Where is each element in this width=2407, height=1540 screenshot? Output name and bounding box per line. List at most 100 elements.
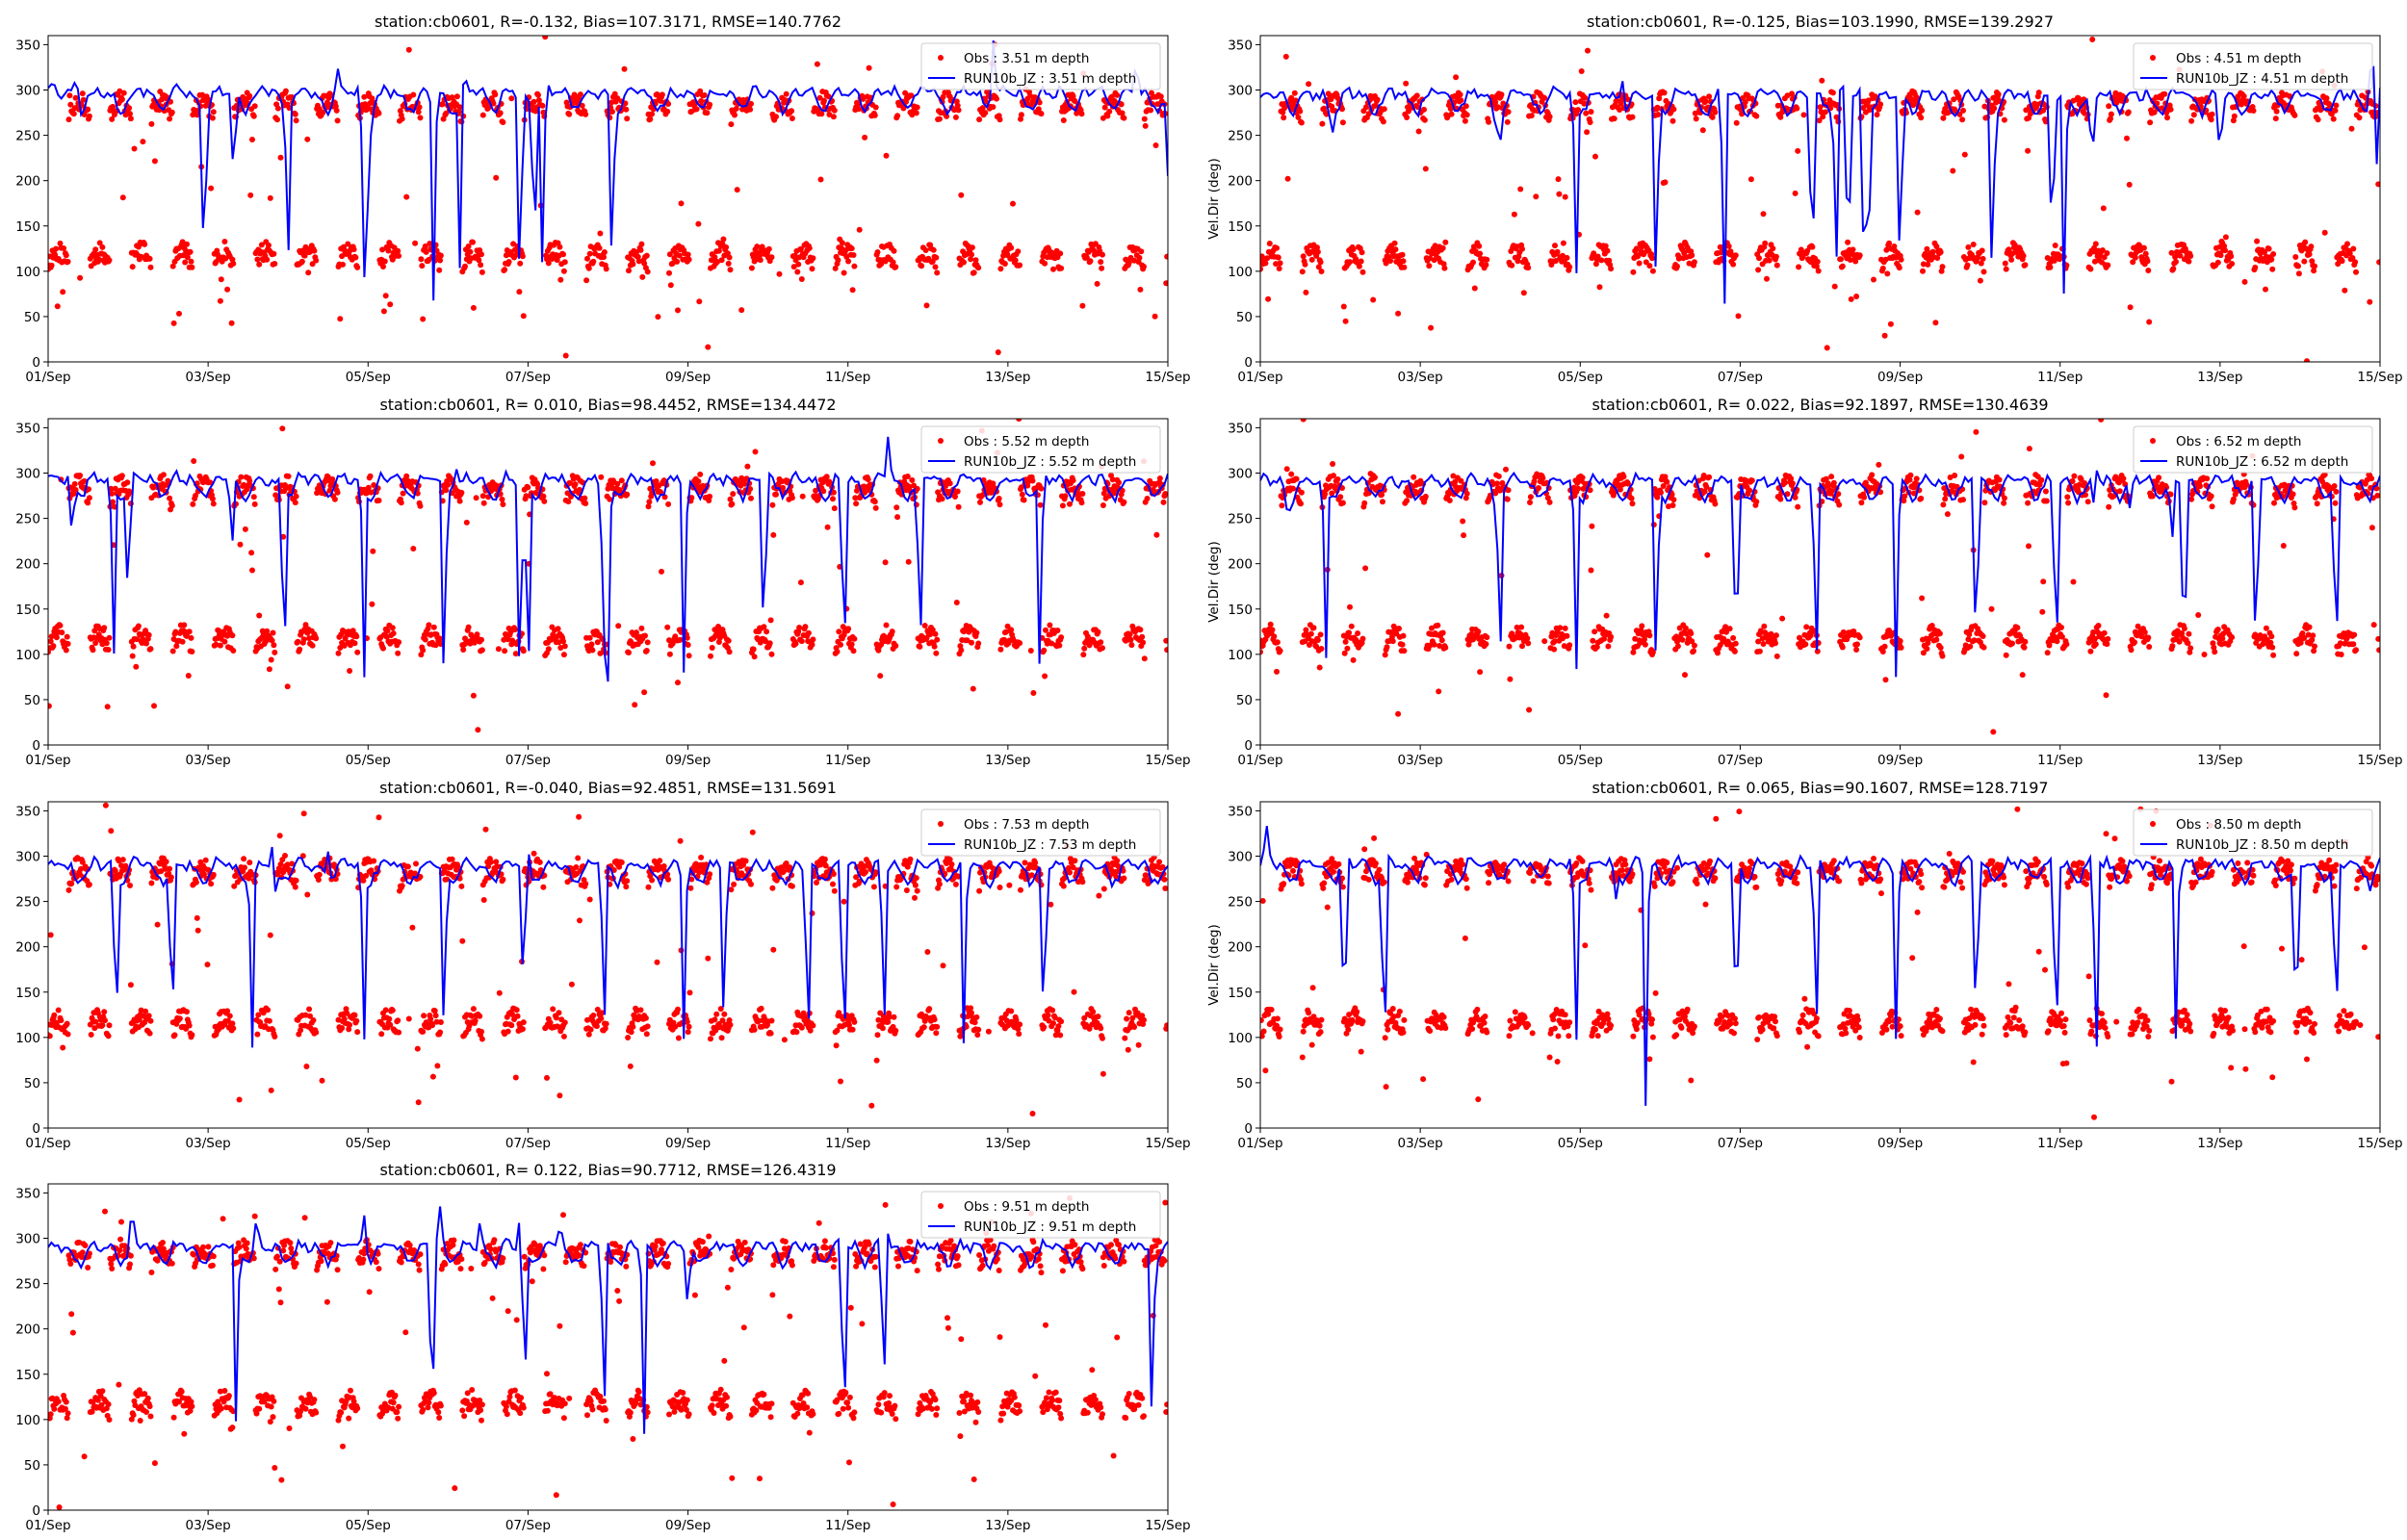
obs-point: [2127, 304, 2134, 311]
obs-point: [666, 251, 673, 258]
obs-point: [1732, 252, 1739, 259]
obs-point: [470, 304, 477, 311]
obs-point: [1492, 490, 1499, 497]
obs-point: [1528, 113, 1535, 119]
x-tick-label: 07/Sep: [505, 753, 551, 768]
obs-point: [1541, 94, 1548, 101]
obs-point: [2025, 500, 2032, 506]
obs-point: [1431, 641, 1437, 648]
obs-point: [1886, 240, 1893, 246]
obs-point: [1477, 250, 1484, 257]
obs-point: [2099, 247, 2106, 253]
axes-frame: [47, 35, 1169, 363]
obs-point: [1442, 239, 1449, 245]
obs-point: [1087, 258, 1094, 265]
obs-point: [519, 253, 526, 260]
obs-point: [1792, 190, 1799, 196]
obs-point: [1562, 625, 1568, 631]
plot-data: [48, 36, 1168, 359]
obs-point: [1898, 644, 1904, 651]
obs-point: [437, 257, 444, 264]
obs-point: [333, 107, 340, 114]
obs-point: [561, 259, 568, 266]
obs-point: [1137, 286, 1144, 293]
obs-point: [757, 257, 764, 264]
obs-point: [565, 499, 572, 505]
obs-point: [1794, 105, 1800, 112]
obs-point: [2046, 642, 2053, 649]
obs-point: [48, 638, 54, 645]
obs-point: [1043, 627, 1048, 633]
obs-point: [843, 253, 850, 260]
obs-point: [560, 268, 567, 274]
obs-point: [990, 480, 996, 487]
obs-point: [2352, 259, 2359, 266]
obs-point: [1856, 634, 1863, 641]
obs-point: [743, 475, 750, 482]
obs-point: [1919, 595, 1926, 602]
obs-point: [598, 474, 605, 480]
obs-point: [1620, 474, 1627, 480]
obs-point: [380, 264, 386, 270]
obs-point: [1527, 494, 1534, 500]
obs-point: [664, 624, 671, 630]
obs-point: [1339, 119, 1346, 126]
obs-point: [767, 617, 774, 624]
obs-point: [1428, 324, 1435, 331]
obs-point: [1359, 249, 1365, 256]
y-tick-label: 300: [1228, 84, 1253, 99]
obs-point: [1813, 263, 1820, 270]
obs-point: [1483, 641, 1489, 648]
obs-point: [110, 103, 116, 110]
obs-point: [1038, 111, 1045, 117]
obs-point: [2011, 242, 2018, 248]
obs-point: [685, 251, 691, 258]
obs-point: [1452, 478, 1459, 485]
obs-point: [267, 194, 273, 201]
obs-point: [1784, 92, 1791, 99]
obs-point: [1578, 68, 1585, 74]
obs-point: [1525, 265, 1532, 271]
obs-point: [1939, 264, 1946, 270]
y-tick-label: 100: [15, 648, 40, 663]
obs-point: [229, 632, 236, 639]
obs-point: [70, 111, 77, 117]
obs-point: [1588, 567, 1594, 574]
obs-point: [824, 524, 831, 530]
obs-point: [1881, 332, 1888, 339]
obs-point: [1835, 118, 1842, 125]
obs-point: [230, 648, 237, 654]
obs-point: [1928, 623, 1935, 629]
obs-point: [224, 286, 231, 293]
legend-box: [920, 425, 1161, 474]
obs-point: [761, 624, 767, 630]
obs-point: [331, 496, 338, 502]
x-tick-label: 13/Sep: [985, 370, 1030, 385]
obs-point: [773, 114, 779, 120]
obs-point: [798, 276, 805, 282]
obs-point: [955, 503, 962, 510]
obs-point: [251, 500, 258, 507]
obs-point: [905, 558, 912, 565]
obs-point: [601, 249, 608, 255]
obs-point: [120, 90, 127, 96]
obs-point: [1008, 627, 1015, 633]
obs-point: [479, 647, 485, 654]
obs-point: [1596, 284, 1603, 291]
obs-point: [1342, 638, 1349, 645]
obs-point: [726, 254, 733, 261]
obs-point: [2146, 319, 2153, 325]
obs-point: [61, 245, 67, 251]
obs-point: [2208, 116, 2214, 123]
obs-point: [400, 490, 406, 497]
obs-point: [776, 270, 783, 277]
obs-point: [2312, 263, 2317, 270]
obs-point: [831, 107, 838, 114]
obs-point: [119, 194, 126, 201]
obs-point: [639, 273, 646, 280]
obs-point: [1389, 638, 1396, 645]
obs-point: [67, 101, 74, 108]
obs-point: [2015, 253, 2022, 260]
obs-point: [2239, 101, 2244, 108]
